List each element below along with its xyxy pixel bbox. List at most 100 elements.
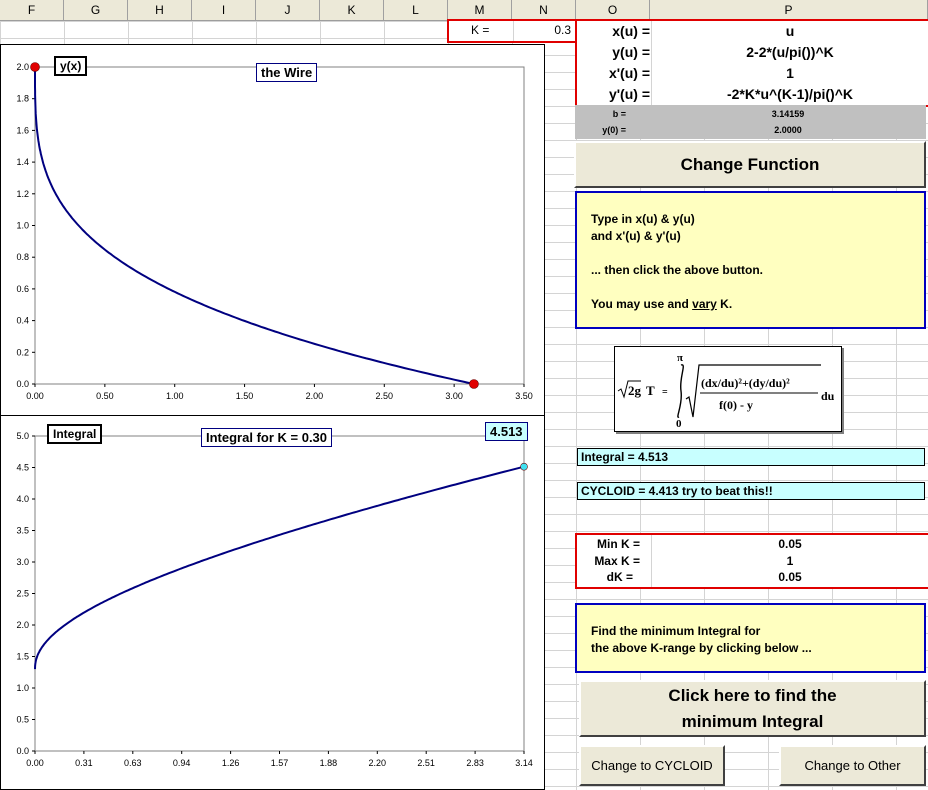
integral-plot-area bbox=[34, 435, 525, 752]
formula-expr-x[interactable]: u bbox=[785, 23, 795, 39]
wire-ytick-label: 0.6 bbox=[16, 284, 29, 294]
change-to-cycloid-button[interactable]: Change to CYCLOID bbox=[579, 745, 725, 786]
wire-endpoint-marker bbox=[30, 62, 40, 72]
note2-line-2: the above K-range by clicking below ... bbox=[591, 641, 812, 655]
wire-xtick-label: 2.00 bbox=[306, 391, 324, 401]
integral-chart-ylabel: Integral bbox=[47, 424, 103, 444]
wire-xtick-label: 3.50 bbox=[515, 391, 533, 401]
find-minimum-button[interactable]: Click here to find the minimum Integral bbox=[579, 680, 926, 737]
wire-series-line bbox=[34, 67, 475, 385]
integral-xtick-label: 0.00 bbox=[26, 758, 44, 768]
wire-chart-title: the Wire bbox=[256, 63, 318, 82]
wire-endpoint-marker bbox=[469, 379, 479, 389]
integral-xtick-label: 3.14 bbox=[515, 758, 533, 768]
column-header-h[interactable]: H bbox=[128, 0, 192, 20]
wire-ytick-label: 2.0 bbox=[16, 62, 29, 72]
find-minimum-line-1: Click here to find the bbox=[668, 685, 837, 705]
max-k-value[interactable]: 1 bbox=[786, 554, 794, 568]
wire-xtick-label: 0.00 bbox=[26, 391, 44, 401]
integral-chart-plot: 0.0 0.5 1.0 1.5 2.0 2.5 3.0 3.5 4.0 4.5 5.0 0.00 0.3… bbox=[16, 431, 533, 768]
integral-ytick-label: 0.0 bbox=[16, 746, 29, 756]
equation-graphic: 2g T = π 0 (dx/du)²+(dy/du)² f(0) - y du bbox=[617, 352, 835, 430]
find-minimum-line-2: minimum Integral bbox=[681, 711, 824, 731]
integral-ytick-label: 3.5 bbox=[16, 526, 29, 536]
wire-chart-plot: 0.0 0.2 0.4 0.6 0.8 1.0 1.2 1.4 1.6 1.8 2.0 0.00 0.5… bbox=[16, 62, 533, 401]
column-header-g[interactable]: G bbox=[64, 0, 128, 20]
wire-ytick-label: 1.4 bbox=[16, 157, 29, 167]
column-header-f[interactable]: F bbox=[0, 0, 64, 20]
wire-ytick-label: 0.8 bbox=[16, 252, 29, 262]
dk-value[interactable]: 0.05 bbox=[778, 570, 802, 584]
wire-xtick-label: 1.50 bbox=[236, 391, 254, 401]
wire-ytick-label: 1.0 bbox=[16, 221, 29, 231]
column-header-m[interactable]: M bbox=[448, 0, 512, 20]
column-header-o[interactable]: O bbox=[576, 0, 650, 20]
equation-lower: 0 bbox=[676, 418, 682, 430]
constant-value-b: 3.14159 bbox=[771, 109, 805, 119]
integral-chart-end-label: 4.513 bbox=[485, 422, 528, 441]
integral-ytick-label: 3.0 bbox=[16, 557, 29, 567]
integral-xtick-label: 1.57 bbox=[271, 758, 289, 768]
change-to-other-button[interactable]: Change to Other bbox=[779, 745, 926, 786]
integral-ytick-label: 1.5 bbox=[16, 652, 29, 662]
column-header-l[interactable]: L bbox=[384, 0, 448, 20]
equation-numerator: (dx/du)²+(dy/du)² bbox=[701, 376, 790, 390]
equation-upper: π bbox=[677, 352, 683, 364]
integral-ytick-label: 1.0 bbox=[16, 683, 29, 693]
constant-label-b: b = bbox=[612, 109, 626, 119]
equation-lhs-root: 2g bbox=[628, 383, 642, 398]
integral-xtick-label: 2.51 bbox=[417, 758, 435, 768]
min-k-label: Min K = bbox=[596, 537, 640, 551]
column-header-n[interactable]: N bbox=[512, 0, 576, 20]
wire-ytick-label: 0.0 bbox=[16, 379, 29, 389]
integral-chart-title: Integral for K = 0.30 bbox=[201, 428, 333, 447]
integral-ytick-label: 5.0 bbox=[16, 431, 29, 441]
formula-row-y: y(u) = 2-2*(u/pi())^K bbox=[577, 42, 928, 63]
formula-expr-dx[interactable]: 1 bbox=[786, 65, 794, 81]
integral-ytick-label: 0.5 bbox=[16, 715, 29, 725]
integral-xtick-label: 0.31 bbox=[75, 758, 93, 768]
column-header-bar: F G H I J K L M N O P bbox=[0, 0, 928, 21]
find-minimum-note: Find the minimum Integral for the above … bbox=[575, 603, 926, 673]
integral-xtick-label: 2.83 bbox=[466, 758, 484, 768]
note2-line-1: Find the minimum Integral for bbox=[591, 624, 761, 638]
cycloid-result: CYCLOID = 4.413 try to beat this!! bbox=[577, 482, 925, 500]
integral-series-line bbox=[34, 465, 525, 670]
column-header-j[interactable]: J bbox=[256, 0, 320, 20]
k-label: K = bbox=[471, 23, 490, 37]
formula-label-dx: x'(u) = bbox=[608, 65, 650, 81]
instructions-note: Type in x(u) & y(u) and x'(u) & y'(u) ..… bbox=[575, 191, 926, 329]
formula-expr-y[interactable]: 2-2*(u/pi())^K bbox=[746, 44, 834, 60]
wire-xtick-label: 3.00 bbox=[445, 391, 463, 401]
integral-xtick-label: 1.88 bbox=[320, 758, 338, 768]
column-header-k[interactable]: K bbox=[320, 0, 384, 20]
formula-row-dy: y'(u) = -2*K*u^(K-1)/pi()^K bbox=[577, 84, 928, 105]
k-value-cell[interactable]: 0.3 bbox=[554, 23, 571, 37]
column-header-p[interactable]: P bbox=[650, 0, 928, 20]
wire-xtick-label: 2.50 bbox=[376, 391, 394, 401]
wire-ytick-label: 0.2 bbox=[16, 347, 29, 357]
note-line-4: You may use and vary K. bbox=[591, 297, 733, 311]
column-header-i[interactable]: I bbox=[192, 0, 256, 20]
formula-row-dx: x'(u) = 1 bbox=[577, 63, 928, 84]
formula-box: x(u) = u y(u) = 2-2*(u/pi())^K x'(u) = 1… bbox=[575, 19, 928, 107]
integral-endpoint-marker bbox=[520, 462, 528, 471]
integral-ytick-label: 4.5 bbox=[16, 463, 29, 473]
integral-xtick-label: 0.94 bbox=[173, 758, 191, 768]
constant-value-y0: 2.0000 bbox=[774, 125, 802, 135]
wire-ytick-label: 1.2 bbox=[16, 189, 29, 199]
equation-eq: = bbox=[662, 387, 668, 398]
note-line-3: ... then click the above button. bbox=[591, 263, 764, 277]
change-function-button[interactable]: Change Function bbox=[574, 141, 926, 188]
formula-expr-dy[interactable]: -2*K*u^(K-1)/pi()^K bbox=[726, 86, 853, 102]
wire-chart[interactable]: 0.0 0.2 0.4 0.6 0.8 1.0 1.2 1.4 1.6 1.8 2.0 0.00 0.5… bbox=[0, 44, 545, 416]
integral-xtick-label: 1.26 bbox=[222, 758, 240, 768]
min-k-value[interactable]: 0.05 bbox=[778, 537, 802, 551]
integral-ytick-label: 2.0 bbox=[16, 620, 29, 630]
wire-plot-area bbox=[34, 66, 525, 385]
integral-xtick-label: 2.20 bbox=[369, 758, 387, 768]
formula-label-x: x(u) = bbox=[612, 23, 650, 39]
equation-lhs-t: T bbox=[646, 383, 655, 398]
integral-chart[interactable]: 0.0 0.5 1.0 1.5 2.0 2.5 3.0 3.5 4.0 4.5 5.0 0.00 0.3… bbox=[0, 415, 545, 790]
wire-xtick-label: 1.00 bbox=[166, 391, 184, 401]
